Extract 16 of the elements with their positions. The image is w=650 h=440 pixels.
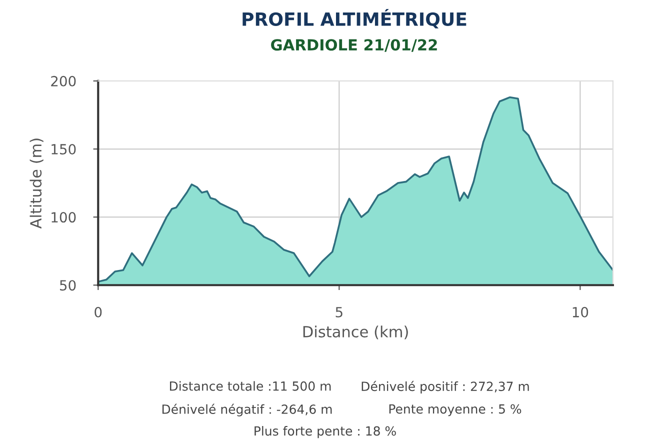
- text: Distance totale :11 500 m: [170, 381, 331, 391]
- y-tick-label: 150: [52, 144, 76, 154]
- chart-title: PROFIL ALTIMÉTRIQUE: [242, 9, 466, 28]
- text: Plus forte pente : 18 %: [254, 426, 396, 438]
- x-tick-label: 10: [572, 306, 588, 318]
- text: Dénivelé positif : 272,37 m: [362, 380, 529, 394]
- text: Pente moyenne : 5 %: [389, 404, 522, 416]
- y-tick-label: 200: [51, 76, 76, 86]
- x-tick-label: 5: [336, 307, 342, 318]
- y-tick-label: 100: [52, 212, 76, 223]
- x-axis-title: Distance (km): [303, 326, 408, 340]
- y-axis-title: Altitude (m): [30, 138, 44, 229]
- x-tick-label: 0: [94, 306, 102, 318]
- chart-subtitle: GARDIOLE 21/01/22: [271, 39, 437, 52]
- text: Dénivelé négatif : -264,6 m: [162, 404, 332, 416]
- y-tick-label: 50: [60, 280, 76, 291]
